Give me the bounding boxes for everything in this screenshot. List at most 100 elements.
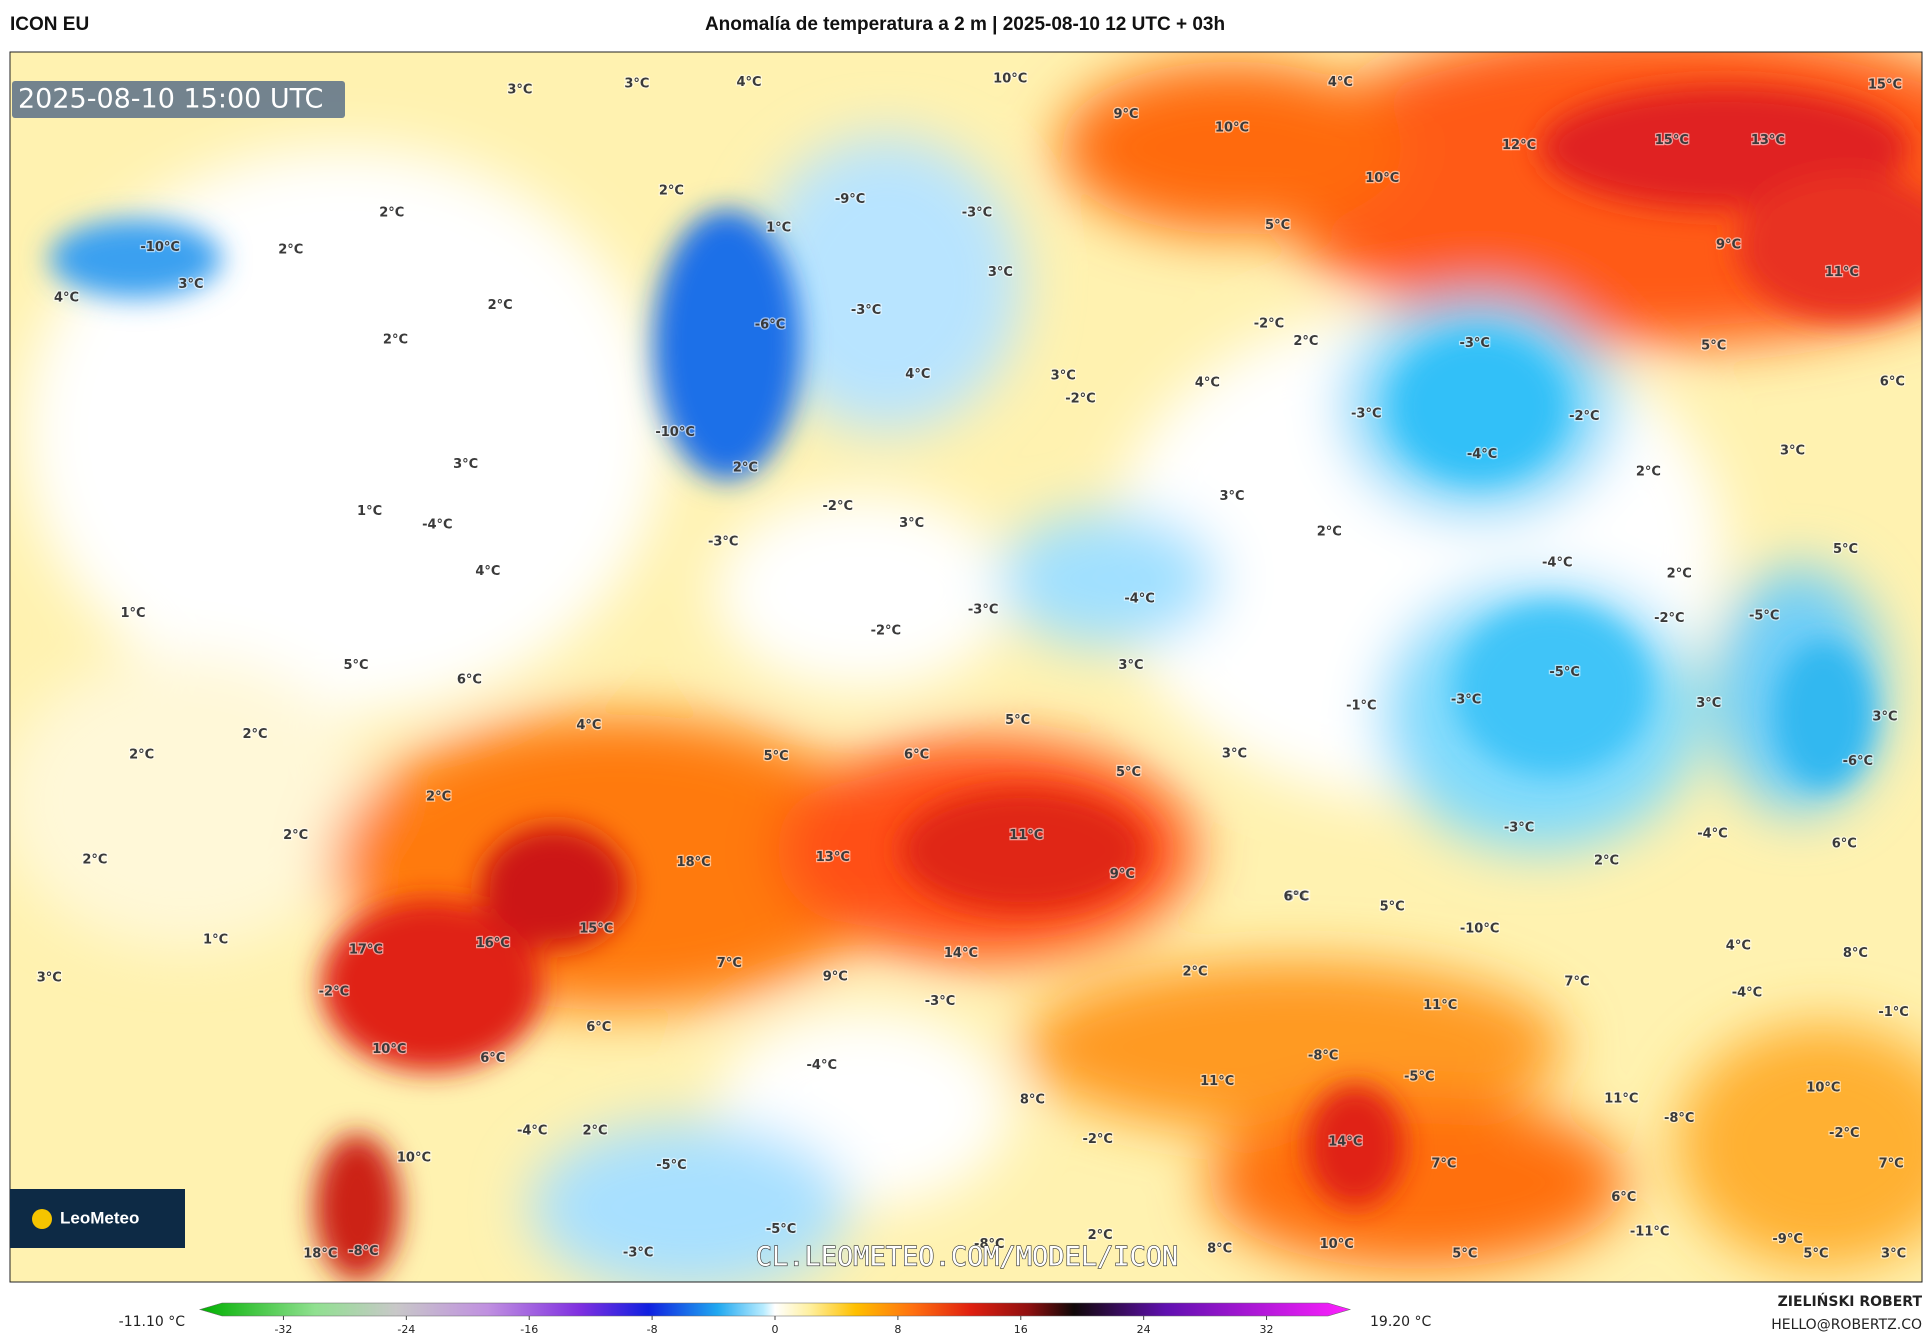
temperature-label: 5°C <box>1116 765 1141 780</box>
temperature-label: -2°C <box>1082 1132 1112 1147</box>
colorbar-tick-label: 16 <box>1014 1323 1028 1336</box>
temperature-label: 5°C <box>1005 713 1030 728</box>
temperature-label: 10°C <box>372 1042 406 1057</box>
field-core <box>320 899 543 1072</box>
field-blob <box>1675 1022 1922 1269</box>
temperature-label: 9°C <box>1114 107 1139 122</box>
temperature-label: 11°C <box>1604 1091 1638 1106</box>
temperature-label: -3°C <box>1351 406 1381 421</box>
temperature-label: -8°C <box>1308 1048 1338 1063</box>
temperature-label: 1°C <box>121 606 146 621</box>
temperature-label: 2°C <box>659 183 684 198</box>
map-area: 3°C 3°C 4°C 10°C 9°C 10°C 4°C 15°C 12°C 15°C 13°C 1… <box>10 52 1922 1282</box>
field-core <box>899 788 1146 912</box>
temperature-label: 5°C <box>344 658 369 673</box>
temperature-label: -1°C <box>1346 698 1376 713</box>
model-name: ICON EU <box>10 14 89 35</box>
temperature-label: 5°C <box>1833 542 1858 557</box>
temperature-label: 3°C <box>37 971 62 986</box>
temperature-label: -10°C <box>1460 921 1500 936</box>
temperature-label: 2°C <box>278 243 303 258</box>
temperature-label: 2°C <box>733 461 758 476</box>
temperature-label: 3°C <box>1118 658 1143 673</box>
temperature-label: 11°C <box>1423 998 1457 1013</box>
field-core <box>480 825 629 949</box>
temperature-label: -2°C <box>1569 409 1599 424</box>
map-frame <box>9 51 1923 1283</box>
temperature-label: 4°C <box>1195 376 1220 391</box>
temperature-label: -2°C <box>319 984 349 999</box>
temperature-label: 10°C <box>397 1151 431 1166</box>
field-blob <box>714 492 1011 690</box>
temperature-label: 3°C <box>1872 710 1897 725</box>
temperature-label: 6°C <box>1611 1190 1636 1205</box>
temperature-label: -5°C <box>1749 609 1779 624</box>
colorbar: -32 -24 -16 -8 0 8 16 24 32 <box>198 1302 1352 1336</box>
temperature-label: -11°C <box>1630 1225 1670 1240</box>
temperature-label: 1°C <box>357 504 382 519</box>
temperature-label: 15°C <box>1655 133 1689 148</box>
temperature-label: -3°C <box>1459 336 1489 351</box>
temperature-label: 3°C <box>1222 746 1247 761</box>
temperature-label: -4°C <box>1124 591 1154 606</box>
field-core <box>1737 172 1922 321</box>
temperature-label: -2°C <box>1829 1126 1859 1141</box>
temperature-label: 7°C <box>1564 974 1589 989</box>
temperature-label: 17°C <box>349 942 383 957</box>
temperature-label: 11°C <box>1200 1074 1234 1089</box>
temperature-label: 2°C <box>129 748 154 763</box>
temperature-label: 2°C <box>1636 464 1661 479</box>
colorbar-bar <box>198 1302 1352 1317</box>
temperature-label: -2°C <box>823 499 853 514</box>
temperature-label: 2°C <box>1594 854 1619 869</box>
temperature-label: -4°C <box>1542 556 1572 571</box>
temperature-label: 14°C <box>1328 1135 1362 1150</box>
temperature-label: 2°C <box>488 298 513 313</box>
temperature-label: 3°C <box>507 82 532 97</box>
timestamp: 2025-08-10 15:00 UTC <box>18 84 323 115</box>
temperature-label: -2°C <box>871 623 901 638</box>
temperature-label: 7°C <box>1879 1157 1904 1172</box>
temperature-label: 10°C <box>1320 1237 1354 1252</box>
field-core <box>49 219 222 299</box>
temperature-label: 3°C <box>178 277 203 292</box>
temperature-label: 3°C <box>899 516 924 531</box>
temperature-label: 2°C <box>82 852 107 867</box>
temperature-label: 5°C <box>1265 218 1290 233</box>
field-core <box>1305 1084 1405 1208</box>
temperature-label: 9°C <box>1716 238 1741 253</box>
temperature-label: -10°C <box>655 425 695 440</box>
temperature-label: -3°C <box>623 1245 653 1260</box>
colorbar-tick-label: 32 <box>1260 1323 1274 1336</box>
temperature-label: -2°C <box>1654 611 1684 626</box>
temperature-label: 9°C <box>823 969 848 984</box>
temperature-label: -5°C <box>656 1158 686 1173</box>
field-blob <box>10 653 370 949</box>
temperature-label: 2°C <box>383 333 408 348</box>
colorbar-min-label: -11.10 °C <box>119 1314 186 1330</box>
temperature-label: 6°C <box>457 673 482 688</box>
temperature-label: -3°C <box>925 994 955 1009</box>
temperature-label: 2°C <box>1317 525 1342 540</box>
temperature-label: -5°C <box>766 1222 796 1237</box>
temperature-label: 2°C <box>379 206 404 221</box>
temperature-label: 2°C <box>242 727 267 742</box>
temperature-label: -6°C <box>1843 754 1873 769</box>
temperature-label: 11°C <box>1825 265 1859 280</box>
temperature-label: 3°C <box>624 76 649 91</box>
temperature-label: 5°C <box>764 749 789 764</box>
temperature-label: 1°C <box>766 220 791 235</box>
temperature-label: -4°C <box>807 1058 837 1073</box>
temperature-label: -8°C <box>1664 1111 1694 1126</box>
colorbar-tick-label: -16 <box>520 1323 538 1336</box>
temperature-label: 5°C <box>1803 1247 1828 1262</box>
temperature-label: 12°C <box>1502 138 1536 153</box>
temperature-label: 16°C <box>476 936 510 951</box>
field-blob <box>1207 1096 1627 1269</box>
temperature-label: 2°C <box>426 790 451 805</box>
field-core <box>314 1133 401 1282</box>
temperature-label: -4°C <box>422 517 452 532</box>
field-blob <box>997 511 1220 647</box>
temperature-label: 4°C <box>905 367 930 382</box>
